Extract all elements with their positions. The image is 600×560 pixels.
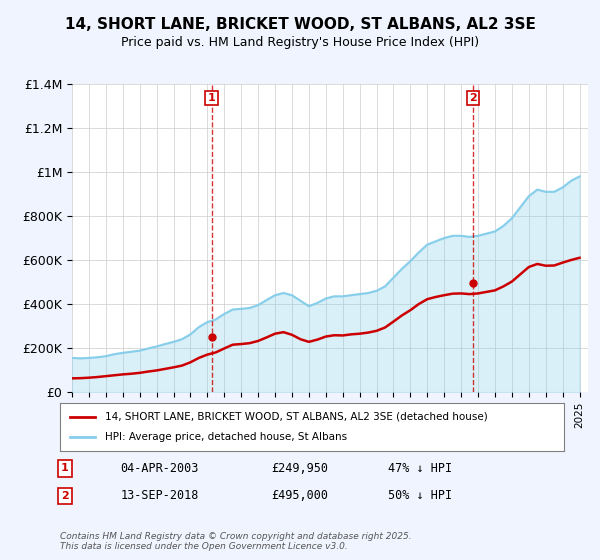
Text: 2: 2 — [61, 491, 69, 501]
Text: 2: 2 — [469, 93, 477, 103]
Text: Contains HM Land Registry data © Crown copyright and database right 2025.
This d: Contains HM Land Registry data © Crown c… — [60, 532, 412, 552]
Text: 1: 1 — [208, 93, 215, 103]
Text: 47% ↓ HPI: 47% ↓ HPI — [388, 462, 452, 475]
Text: £249,950: £249,950 — [272, 462, 329, 475]
Text: 14, SHORT LANE, BRICKET WOOD, ST ALBANS, AL2 3SE (detached house): 14, SHORT LANE, BRICKET WOOD, ST ALBANS,… — [106, 412, 488, 422]
Text: 13-SEP-2018: 13-SEP-2018 — [121, 489, 199, 502]
Text: HPI: Average price, detached house, St Albans: HPI: Average price, detached house, St A… — [106, 432, 347, 442]
Text: 50% ↓ HPI: 50% ↓ HPI — [388, 489, 452, 502]
Text: 14, SHORT LANE, BRICKET WOOD, ST ALBANS, AL2 3SE: 14, SHORT LANE, BRICKET WOOD, ST ALBANS,… — [65, 17, 535, 32]
Text: 04-APR-2003: 04-APR-2003 — [121, 462, 199, 475]
Text: 1: 1 — [61, 463, 69, 473]
Text: Price paid vs. HM Land Registry's House Price Index (HPI): Price paid vs. HM Land Registry's House … — [121, 36, 479, 49]
Text: £495,000: £495,000 — [272, 489, 329, 502]
